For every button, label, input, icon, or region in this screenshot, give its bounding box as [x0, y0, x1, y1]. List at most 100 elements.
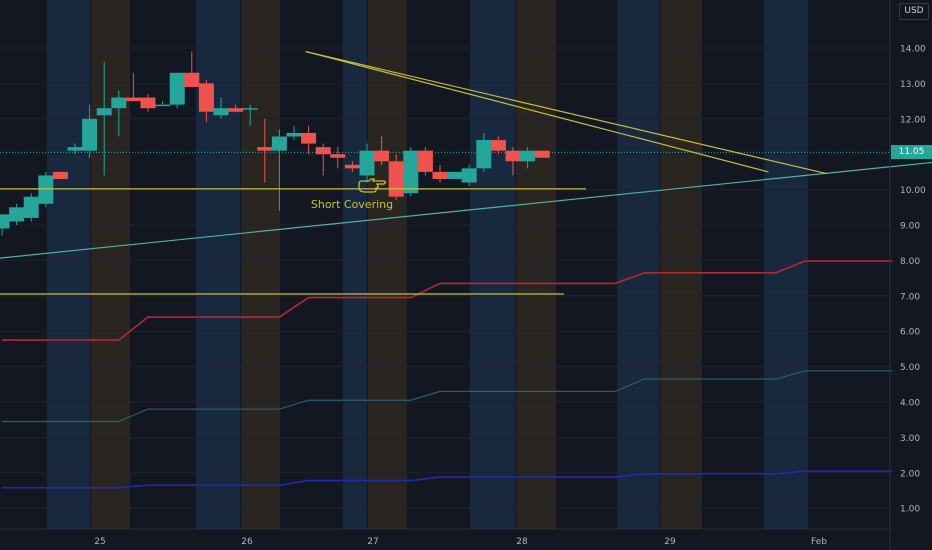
candle-body — [111, 97, 127, 109]
session-band — [660, 0, 702, 529]
candle-body — [344, 164, 360, 169]
price-tick-label: 3.00 — [900, 434, 920, 444]
indicator-lines — [0, 151, 893, 489]
candle[interactable] — [301, 125, 317, 155]
short-covering-annotation[interactable]: Short Covering — [311, 178, 393, 211]
time-tick-label: 26 — [241, 537, 253, 547]
candle-body — [359, 150, 375, 176]
price-tick-label: 6.00 — [900, 328, 920, 338]
candle[interactable] — [315, 143, 331, 176]
session-band — [764, 0, 808, 529]
candle-body — [242, 108, 258, 110]
price-tick-label: 14.00 — [900, 45, 926, 55]
session-band — [196, 0, 240, 529]
time-tick-label: 25 — [94, 537, 105, 547]
candle[interactable] — [417, 147, 433, 176]
price-tick-label: 1.00 — [900, 505, 920, 515]
candle[interactable] — [155, 101, 171, 107]
candle[interactable] — [140, 94, 156, 112]
candle-body — [417, 150, 433, 172]
candle-body — [52, 171, 68, 179]
time-tick-label: Feb — [811, 537, 827, 547]
candle[interactable] — [534, 150, 550, 158]
candle-body — [82, 118, 98, 151]
candle[interactable] — [67, 143, 83, 155]
candle[interactable] — [490, 136, 506, 155]
candle[interactable] — [257, 118, 273, 183]
session-band — [470, 0, 515, 529]
candle[interactable] — [228, 104, 244, 112]
candle-body — [23, 196, 39, 218]
candle[interactable] — [82, 104, 98, 158]
currency-label[interactable]: USD — [899, 3, 929, 20]
candle[interactable] — [96, 62, 112, 176]
candle-body — [330, 154, 346, 158]
candle-body — [432, 171, 448, 179]
price-tick-label: 5.00 — [900, 363, 920, 373]
candle-body — [476, 140, 492, 169]
candle[interactable] — [286, 125, 302, 141]
candle[interactable] — [461, 164, 477, 187]
candle-body — [38, 175, 54, 204]
price-tick-label: 4.00 — [900, 399, 920, 409]
candle[interactable] — [388, 154, 404, 201]
candle[interactable] — [476, 132, 492, 172]
annotation-text: Short Covering — [311, 198, 393, 211]
candle-body — [301, 132, 317, 144]
candle[interactable] — [447, 171, 463, 179]
candle[interactable] — [169, 72, 185, 109]
candle[interactable] — [271, 129, 287, 211]
resistance-trendline[interactable] — [305, 50, 828, 175]
gridlines — [0, 47, 890, 509]
candle-body — [505, 150, 521, 162]
candle-body — [198, 83, 214, 112]
candle-body — [257, 147, 273, 151]
candle[interactable] — [111, 90, 127, 137]
candle[interactable] — [505, 147, 521, 176]
last-price-label: 11.05 — [891, 145, 932, 159]
candle-body — [125, 97, 141, 102]
candle[interactable] — [125, 72, 141, 102]
session-band — [617, 0, 659, 529]
candle-body — [447, 171, 463, 179]
session-shading — [47, 0, 808, 529]
session-band — [241, 0, 280, 529]
candle-body — [461, 168, 477, 183]
candle-body — [67, 147, 83, 151]
candle-body — [403, 150, 419, 194]
session-band — [516, 0, 556, 529]
candle-body — [271, 136, 287, 151]
candle[interactable] — [344, 161, 360, 172]
candle[interactable] — [52, 171, 68, 179]
resistance-trendline[interactable] — [305, 50, 769, 173]
candle[interactable] — [9, 203, 25, 225]
drawing-tools[interactable] — [0, 50, 932, 295]
candle[interactable] — [374, 136, 390, 165]
candle-body — [9, 207, 25, 222]
candle[interactable] — [38, 171, 54, 208]
candle-body — [388, 161, 404, 197]
price-tick-label: 7.00 — [900, 292, 920, 302]
candle[interactable] — [0, 214, 10, 236]
time-tick-label: 29 — [664, 537, 676, 547]
candlestick-series[interactable] — [0, 51, 550, 236]
candle-body — [96, 108, 112, 116]
candle[interactable] — [184, 51, 200, 87]
candle[interactable] — [213, 97, 229, 119]
candle[interactable] — [330, 147, 346, 169]
time-axis[interactable]: 25 26 27 28 29 Feb — [94, 537, 827, 547]
support-trendline[interactable] — [0, 155, 932, 259]
candle[interactable] — [520, 147, 536, 169]
session-band — [343, 0, 367, 529]
candle[interactable] — [432, 164, 448, 183]
price-tick-label: 10.00 — [900, 186, 926, 196]
teal-step-line — [2, 370, 893, 423]
candle[interactable] — [198, 79, 214, 123]
pointing-hand-icon — [358, 178, 387, 193]
candle[interactable] — [23, 193, 39, 222]
candle[interactable] — [242, 104, 258, 126]
time-tick-label: 27 — [367, 537, 378, 547]
blue-step-line — [2, 470, 893, 489]
candle[interactable] — [359, 143, 375, 183]
